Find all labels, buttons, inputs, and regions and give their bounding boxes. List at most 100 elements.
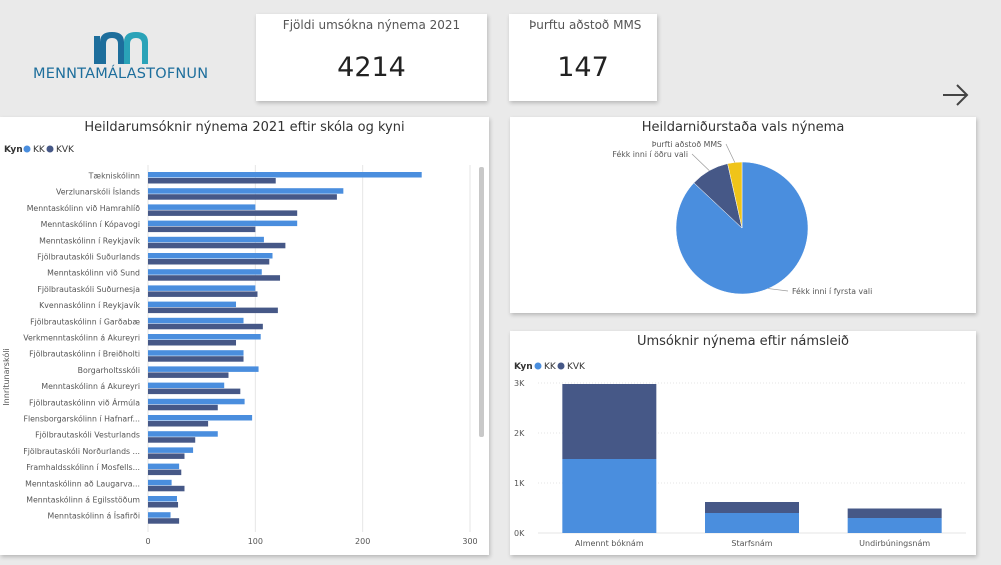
legend-title: Kyn (4, 145, 23, 155)
bar-kvk[interactable] (148, 340, 237, 346)
legend-title: Kyn (514, 362, 533, 372)
chart-result-panel: Heildarniðurstaða vals nýnema Fékk inni … (510, 117, 976, 313)
bar-kvk[interactable] (148, 404, 218, 411)
category-label: Menntaskólinn að Laugarva... (25, 479, 140, 488)
category-label: Flensborgarskólinn í Hafnarf... (23, 415, 140, 424)
bar-kvk[interactable] (148, 453, 185, 459)
pie-leader-line (725, 143, 736, 163)
bar-kvk[interactable] (148, 178, 276, 184)
legend-kk-marker (23, 145, 31, 153)
scrollbar[interactable] (479, 167, 484, 437)
stacked-bar-kk[interactable] (562, 459, 657, 533)
bar-kk[interactable] (148, 415, 253, 421)
bar-kk[interactable] (148, 172, 422, 178)
category-label: Fjölbrautaskóli Suðurnesja (37, 285, 140, 294)
category-label: Fjölbrautaskólinn í Breiðholti (29, 350, 140, 359)
bar-kvk[interactable] (148, 437, 196, 443)
kpi-title: Þurftu aðstoð MMS (529, 18, 642, 32)
bar-kk[interactable] (148, 398, 245, 405)
bar-kvk[interactable] (148, 242, 286, 249)
category-label: Menntaskólinn á Ísafirði (48, 512, 140, 521)
pie-slice[interactable] (727, 161, 743, 229)
bar-kk[interactable] (148, 204, 256, 210)
bar-kvk[interactable] (148, 518, 180, 524)
bar-kk[interactable] (148, 188, 344, 194)
bar-kvk[interactable] (148, 307, 278, 314)
bar-kk[interactable] (148, 301, 237, 308)
bar-kvk[interactable] (148, 421, 209, 427)
legend-kvk-label[interactable]: KVK (567, 362, 586, 372)
category-label: Undirbúningsnám (859, 539, 930, 548)
bar-kvk[interactable] (148, 210, 298, 216)
x-tick-label: 100 (248, 537, 263, 546)
bar-kvk[interactable] (148, 469, 182, 476)
pie-leader-line (691, 153, 710, 171)
bar-kvk[interactable] (148, 388, 241, 395)
bar-kk[interactable] (148, 512, 171, 518)
x-tick-label: 200 (355, 537, 370, 546)
bar-kk[interactable] (148, 431, 218, 437)
bar-kk[interactable] (148, 496, 177, 502)
chart-title: Umsóknir nýnema eftir námsleið (636, 334, 850, 349)
bar-kvk[interactable] (148, 356, 244, 362)
pie-slice-label: Fékk inni í fyrsta vali (792, 287, 872, 296)
category-label: Tækniskólinn (88, 172, 140, 181)
x-tick-label: 0 (145, 537, 150, 546)
kpi-value: 4214 (337, 52, 406, 83)
bar-kk[interactable] (148, 463, 180, 470)
bar-kk[interactable] (148, 236, 264, 243)
legend-kvk-marker (46, 145, 54, 153)
stacked-bar-kvk[interactable] (705, 502, 799, 513)
kpi-card-mms: Þurftu aðstoð MMS 147 (509, 14, 657, 101)
bar-kvk[interactable] (148, 291, 258, 297)
category-label: Fjölbrautaskóli Vesturlands (35, 431, 140, 440)
bar-kk[interactable] (148, 220, 298, 227)
kpi-title: Fjöldi umsókna nýnema 2021 (282, 18, 461, 32)
stacked-bar-kvk[interactable] (562, 384, 657, 459)
chart-title: Heildarniðurstaða vals nýnema (641, 120, 845, 135)
category-label: Verkmenntaskólinn á Akureyri (23, 334, 140, 343)
bar-kvk[interactable] (148, 275, 281, 281)
bar-kvk[interactable] (148, 502, 179, 508)
category-label: Menntaskólinn við Hamrahlíð (27, 204, 141, 213)
category-label: Framhaldsskólinn í Mosfells... (26, 463, 140, 472)
y-tick-label: 0K (514, 529, 525, 538)
bar-kk[interactable] (148, 350, 244, 356)
legend-kk-label[interactable]: KK (33, 145, 46, 155)
x-tick-label: 300 (462, 537, 477, 546)
bar-kvk[interactable] (148, 323, 263, 330)
legend-kk-label[interactable]: KK (544, 362, 557, 372)
chart-stacked: Kyn KK KVK 0K 1K 2K 3K Almennt bóknám Starfs… (514, 362, 966, 548)
arrow-right-icon[interactable] (940, 80, 970, 110)
chart-title: Heildarumsóknir nýnema 2021 eftir skóla … (84, 120, 405, 135)
bar-kvk[interactable] (148, 226, 256, 233)
bar-kvk[interactable] (148, 485, 185, 492)
stacked-bar-kk[interactable] (705, 513, 799, 533)
chart-pie: Fékk inni í fyrsta vali Fékk inni í öðru … (612, 140, 872, 296)
chart-schools: Kyn KK KVK Innritunarskóli Tækniskólinn V… (1, 145, 484, 546)
bar-kk[interactable] (148, 479, 172, 486)
pie-slice-label: Fékk inni í öðru vali (612, 150, 688, 159)
pie-leader-line (768, 288, 789, 292)
menntamalastofnun-logo-icon (94, 32, 148, 64)
category-label: Kvennaskólinn í Reykjavík (39, 301, 140, 310)
bar-kvk[interactable] (148, 372, 229, 378)
bar-kk[interactable] (148, 285, 256, 291)
bar-kk[interactable] (148, 366, 259, 372)
bar-kk[interactable] (148, 382, 225, 389)
bar-kk[interactable] (148, 269, 262, 275)
logo-text: MENNTAMÁLASTOFNUN (33, 66, 209, 82)
bar-kk[interactable] (148, 317, 244, 324)
bar-kvk[interactable] (148, 259, 270, 265)
bar-kk[interactable] (148, 334, 261, 340)
legend: Kyn KK KVK (514, 362, 586, 372)
chart-schools-panel: Heildarumsóknir nýnema 2021 eftir skóla … (0, 117, 489, 555)
stacked-bar-kvk[interactable] (847, 508, 942, 519)
stacked-bar-kk[interactable] (847, 518, 942, 533)
y-axis-label: Innritunarskóli (1, 348, 11, 405)
bar-kk[interactable] (148, 253, 273, 259)
legend-kvk-label[interactable]: KVK (56, 145, 75, 155)
y-tick-label: 1K (514, 479, 525, 488)
bar-kvk[interactable] (148, 194, 337, 200)
bar-kk[interactable] (148, 447, 194, 453)
